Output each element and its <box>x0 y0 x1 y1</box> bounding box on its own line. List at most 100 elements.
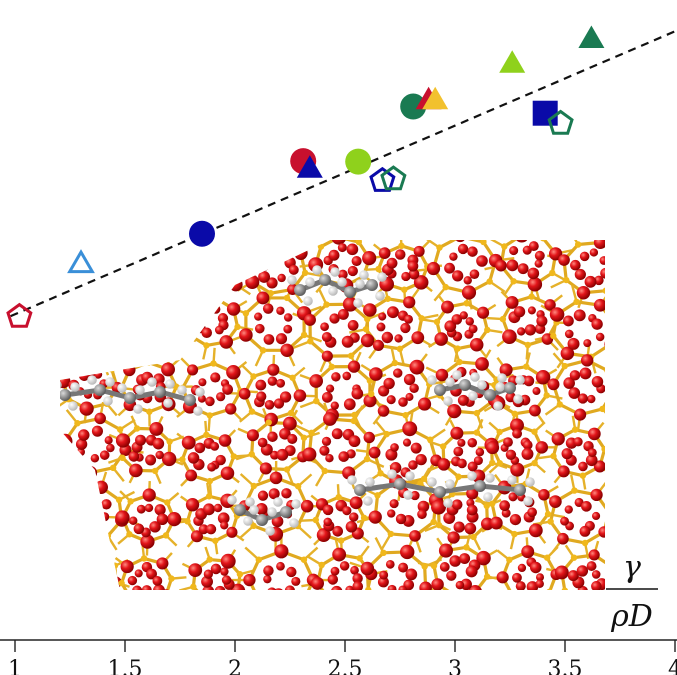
oxygen-atom <box>499 500 510 512</box>
oxygen-atom <box>224 259 235 269</box>
zeolite-bond <box>69 475 80 491</box>
zeolite-bond <box>60 341 63 350</box>
oxygen-atom <box>489 516 503 530</box>
oxygen-atom <box>381 331 394 344</box>
oxygen-atom <box>129 516 138 525</box>
oxygen-atom <box>402 421 418 437</box>
silicon-atom <box>454 345 461 352</box>
zeolite-bond <box>168 252 178 272</box>
oxygen-atom <box>95 548 107 561</box>
oxygen-atom <box>347 360 361 373</box>
oxygen-atom <box>144 251 157 263</box>
oxygen-atom <box>588 427 601 441</box>
silicon-atom <box>524 341 532 349</box>
zeolite-bond <box>41 273 57 274</box>
hydrogen-atom <box>265 526 275 536</box>
zeolite-bond <box>100 343 121 361</box>
oxygen-atom <box>147 332 160 344</box>
oxygen-atom <box>598 526 605 538</box>
zeolite-bond <box>61 305 82 323</box>
oxygen-atom <box>593 298 605 312</box>
oxygen-atom <box>407 260 419 272</box>
silicon-atom <box>104 532 112 540</box>
oxygen-atom <box>171 306 186 321</box>
oxygen-atom <box>99 450 110 460</box>
oxygen-atom <box>125 593 137 605</box>
oxygen-atom <box>457 458 467 469</box>
oxygen-atom <box>362 251 377 266</box>
oxygen-atom <box>325 453 334 463</box>
oxygen-atom <box>470 338 484 352</box>
oxygen-atom <box>363 394 377 408</box>
hydrogen-atom <box>273 497 283 507</box>
silicon-atom <box>435 521 443 529</box>
zeolite-bond <box>101 268 111 287</box>
silicon-atom <box>556 401 564 408</box>
oxygen-atom <box>97 575 109 587</box>
oxygen-atom <box>394 249 406 260</box>
oxygen-atom <box>195 253 204 263</box>
oxygen-atom <box>515 581 526 590</box>
oxygen-atom <box>577 393 588 404</box>
zeolite-bond <box>281 240 302 255</box>
zeolite-bond <box>512 594 531 600</box>
oxygen-atom <box>258 270 271 283</box>
oxygen-atom <box>220 521 229 530</box>
silicon-atom <box>489 459 496 467</box>
zeolite-bond <box>79 538 87 555</box>
oxygen-atom <box>459 311 468 320</box>
x-axis-label-numerator: γ <box>623 550 641 585</box>
hydrogen-atom <box>523 496 533 506</box>
oxygen-atom <box>160 313 172 325</box>
oxygen-atom <box>549 307 565 322</box>
hydrogen-atom <box>470 372 480 382</box>
oxygen-atom <box>503 437 513 448</box>
oxygen-atom <box>254 240 267 252</box>
oxygen-atom <box>599 256 605 265</box>
zeolite-bond <box>182 289 195 305</box>
carbon-atom <box>280 506 292 518</box>
oxygen-atom <box>368 446 381 459</box>
oxygen-atom <box>591 570 601 579</box>
oxygen-atom <box>75 505 86 517</box>
oxygen-atom <box>102 325 112 335</box>
oxygen-atom <box>222 384 234 395</box>
silicon-atom <box>283 466 291 473</box>
zeolite-bond <box>118 264 128 285</box>
zeolite-bond <box>531 592 549 600</box>
hydrogen-atom <box>135 385 145 395</box>
hydrogen-atom <box>495 382 505 392</box>
zeolite-atoms <box>60 240 605 607</box>
oxygen-atom <box>323 412 337 426</box>
oxygen-atom <box>508 492 518 502</box>
silicon-atom <box>248 408 256 415</box>
oxygen-atom <box>524 593 538 607</box>
oxygen-atom <box>579 367 592 380</box>
silicon-atom <box>118 579 125 587</box>
silicon-atom <box>248 451 255 458</box>
oxygen-atom <box>409 359 425 375</box>
zeolite-bond <box>75 542 84 556</box>
carbon-atom <box>504 382 516 394</box>
oxygen-atom <box>475 357 489 371</box>
oxygen-atom <box>446 570 457 581</box>
oxygen-atom <box>570 259 581 271</box>
oxygen-atom <box>276 448 289 461</box>
silicon-atom <box>206 477 214 485</box>
oxygen-atom <box>386 257 398 269</box>
oxygen-atom <box>132 585 143 590</box>
hydrogen-atom <box>330 267 340 277</box>
oxygen-atom <box>88 492 101 504</box>
carbon-atom <box>394 478 406 490</box>
oxygen-atom <box>526 581 539 590</box>
oxygen-atom <box>581 501 592 512</box>
oxygen-atom <box>398 562 409 573</box>
oxygen-atom <box>226 526 238 538</box>
oxygen-atom <box>506 259 519 272</box>
oxygen-atom <box>263 251 274 262</box>
oxygen-atom <box>461 285 477 300</box>
zeolite-bond <box>367 588 387 590</box>
oxygen-atom <box>549 495 562 508</box>
oxygen-atom <box>535 441 549 454</box>
zeolite-bond <box>338 240 360 244</box>
